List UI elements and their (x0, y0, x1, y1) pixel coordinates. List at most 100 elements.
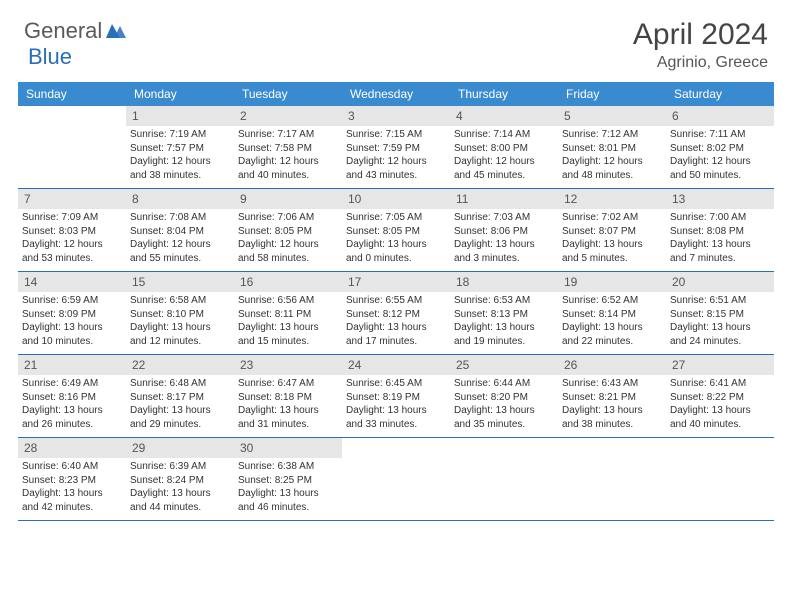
day-detail-line: Sunrise: 6:43 AM (562, 377, 662, 391)
day-number: 15 (126, 272, 234, 292)
day-number: 16 (234, 272, 342, 292)
day-detail-line: Sunrise: 7:03 AM (454, 211, 554, 225)
day-details: Sunrise: 7:05 AMSunset: 8:05 PMDaylight:… (346, 211, 446, 265)
day-details: Sunrise: 6:59 AMSunset: 8:09 PMDaylight:… (22, 294, 122, 348)
logo-triangle-icon (106, 18, 126, 44)
day-cell (342, 438, 450, 520)
day-number: 3 (342, 106, 450, 126)
title-block: April 2024 Agrinio, Greece (633, 18, 768, 72)
day-detail-line: and 35 minutes. (454, 418, 554, 432)
day-detail-line: Sunset: 8:15 PM (670, 308, 770, 322)
day-number: 29 (126, 438, 234, 458)
day-detail-line: Daylight: 13 hours (454, 404, 554, 418)
day-detail-line: and 38 minutes. (130, 169, 230, 183)
day-number: 21 (18, 355, 126, 375)
day-detail-line: Daylight: 13 hours (346, 238, 446, 252)
day-detail-line: Sunrise: 7:14 AM (454, 128, 554, 142)
day-detail-line: Daylight: 13 hours (22, 404, 122, 418)
day-detail-line: Sunrise: 6:45 AM (346, 377, 446, 391)
day-detail-line: and 12 minutes. (130, 335, 230, 349)
day-detail-line: Sunrise: 6:40 AM (22, 460, 122, 474)
day-detail-line: Sunrise: 6:44 AM (454, 377, 554, 391)
day-detail-line: Sunset: 8:14 PM (562, 308, 662, 322)
day-number: 19 (558, 272, 666, 292)
day-number: 2 (234, 106, 342, 126)
day-detail-line: Sunset: 8:11 PM (238, 308, 338, 322)
day-detail-line: Sunrise: 7:06 AM (238, 211, 338, 225)
day-cell: 15Sunrise: 6:58 AMSunset: 8:10 PMDayligh… (126, 272, 234, 354)
day-details: Sunrise: 7:06 AMSunset: 8:05 PMDaylight:… (238, 211, 338, 265)
day-detail-line: Daylight: 13 hours (130, 487, 230, 501)
day-number: 13 (666, 189, 774, 209)
day-detail-line: and 40 minutes. (238, 169, 338, 183)
day-cell: 16Sunrise: 6:56 AMSunset: 8:11 PMDayligh… (234, 272, 342, 354)
week-row: 14Sunrise: 6:59 AMSunset: 8:09 PMDayligh… (18, 272, 774, 355)
location: Agrinio, Greece (633, 54, 768, 72)
day-number: 11 (450, 189, 558, 209)
day-details: Sunrise: 7:19 AMSunset: 7:57 PMDaylight:… (130, 128, 230, 182)
day-detail-line: and 24 minutes. (670, 335, 770, 349)
day-number: 1 (126, 106, 234, 126)
day-number: 7 (18, 189, 126, 209)
day-details: Sunrise: 6:56 AMSunset: 8:11 PMDaylight:… (238, 294, 338, 348)
day-detail-line: Daylight: 12 hours (670, 155, 770, 169)
day-header: Wednesday (342, 82, 450, 106)
day-number: 5 (558, 106, 666, 126)
day-header-row: SundayMondayTuesdayWednesdayThursdayFrid… (18, 82, 774, 106)
day-cell: 1Sunrise: 7:19 AMSunset: 7:57 PMDaylight… (126, 106, 234, 188)
day-details: Sunrise: 6:45 AMSunset: 8:19 PMDaylight:… (346, 377, 446, 431)
day-detail-line: Daylight: 13 hours (346, 404, 446, 418)
day-header: Tuesday (234, 82, 342, 106)
week-row: 7Sunrise: 7:09 AMSunset: 8:03 PMDaylight… (18, 189, 774, 272)
day-details: Sunrise: 6:40 AMSunset: 8:23 PMDaylight:… (22, 460, 122, 514)
day-detail-line: Sunset: 8:05 PM (238, 225, 338, 239)
day-details: Sunrise: 6:39 AMSunset: 8:24 PMDaylight:… (130, 460, 230, 514)
day-detail-line: Sunrise: 7:09 AM (22, 211, 122, 225)
day-cell: 24Sunrise: 6:45 AMSunset: 8:19 PMDayligh… (342, 355, 450, 437)
day-detail-line: and 53 minutes. (22, 252, 122, 266)
day-cell: 14Sunrise: 6:59 AMSunset: 8:09 PMDayligh… (18, 272, 126, 354)
day-detail-line: Daylight: 13 hours (238, 404, 338, 418)
day-detail-line: Sunrise: 6:49 AM (22, 377, 122, 391)
day-detail-line: Sunrise: 6:38 AM (238, 460, 338, 474)
day-cell: 12Sunrise: 7:02 AMSunset: 8:07 PMDayligh… (558, 189, 666, 271)
day-detail-line: Sunset: 8:25 PM (238, 474, 338, 488)
day-cell: 8Sunrise: 7:08 AMSunset: 8:04 PMDaylight… (126, 189, 234, 271)
day-details: Sunrise: 6:49 AMSunset: 8:16 PMDaylight:… (22, 377, 122, 431)
day-detail-line: Sunset: 7:57 PM (130, 142, 230, 156)
day-detail-line: Sunset: 8:23 PM (22, 474, 122, 488)
day-detail-line: Sunset: 8:13 PM (454, 308, 554, 322)
weeks-container: 1Sunrise: 7:19 AMSunset: 7:57 PMDaylight… (18, 106, 774, 521)
day-cell: 2Sunrise: 7:17 AMSunset: 7:58 PMDaylight… (234, 106, 342, 188)
day-detail-line: and 50 minutes. (670, 169, 770, 183)
day-detail-line: Daylight: 13 hours (562, 404, 662, 418)
day-detail-line: and 40 minutes. (670, 418, 770, 432)
day-header: Saturday (666, 82, 774, 106)
day-detail-line: and 15 minutes. (238, 335, 338, 349)
day-cell: 19Sunrise: 6:52 AMSunset: 8:14 PMDayligh… (558, 272, 666, 354)
day-cell: 7 Sunrise: 7:09 AMSunset: 8:03 PMDaylight… (18, 189, 126, 271)
day-details: Sunrise: 6:58 AMSunset: 8:10 PMDaylight:… (130, 294, 230, 348)
day-header: Monday (126, 82, 234, 106)
day-details: Sunrise: 6:53 AMSunset: 8:13 PMDaylight:… (454, 294, 554, 348)
day-detail-line: Daylight: 12 hours (22, 238, 122, 252)
day-detail-line: Sunset: 8:03 PM (22, 225, 122, 239)
day-detail-line: and 46 minutes. (238, 501, 338, 515)
calendar: SundayMondayTuesdayWednesdayThursdayFrid… (0, 82, 792, 521)
day-cell: 22Sunrise: 6:48 AMSunset: 8:17 PMDayligh… (126, 355, 234, 437)
day-detail-line: Sunrise: 7:19 AM (130, 128, 230, 142)
day-header: Thursday (450, 82, 558, 106)
day-number: 18 (450, 272, 558, 292)
day-cell: 13Sunrise: 7:00 AMSunset: 8:08 PMDayligh… (666, 189, 774, 271)
day-detail-line: and 38 minutes. (562, 418, 662, 432)
day-cell: 26Sunrise: 6:43 AMSunset: 8:21 PMDayligh… (558, 355, 666, 437)
day-number: 6 (666, 106, 774, 126)
day-cell: 6Sunrise: 7:11 AMSunset: 8:02 PMDaylight… (666, 106, 774, 188)
day-detail-line: Sunset: 8:04 PM (130, 225, 230, 239)
day-number: 23 (234, 355, 342, 375)
day-detail-line: and 17 minutes. (346, 335, 446, 349)
day-details: Sunrise: 6:44 AMSunset: 8:20 PMDaylight:… (454, 377, 554, 431)
day-cell: 5Sunrise: 7:12 AMSunset: 8:01 PMDaylight… (558, 106, 666, 188)
day-detail-line: and 5 minutes. (562, 252, 662, 266)
day-detail-line: Sunrise: 6:59 AM (22, 294, 122, 308)
